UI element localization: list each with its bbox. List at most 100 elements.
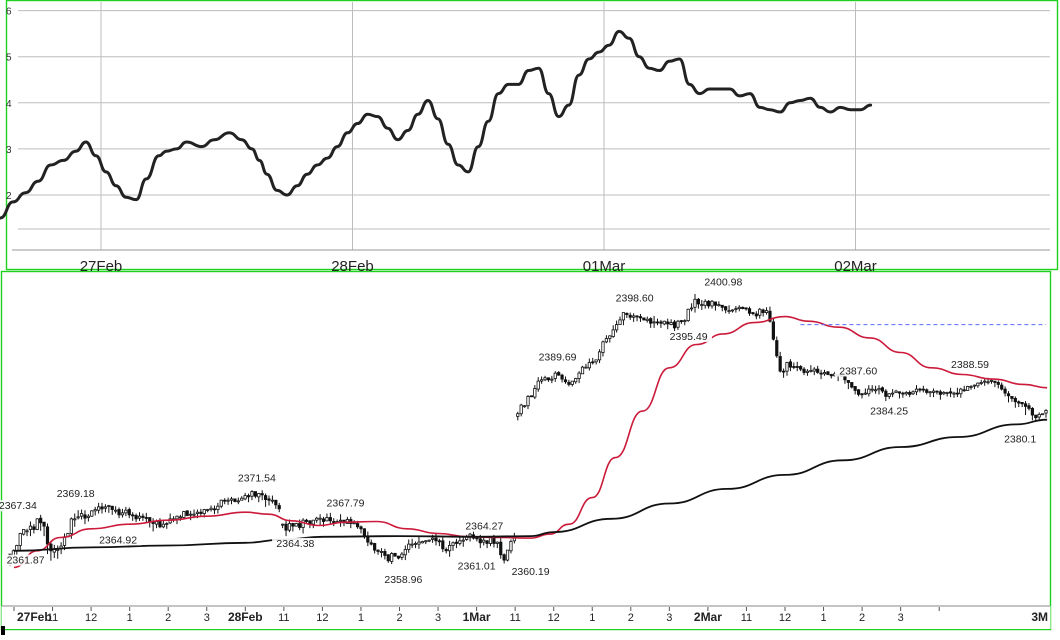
bottom-panel-border <box>0 270 1052 631</box>
candle-body <box>880 387 885 392</box>
candle-body <box>707 300 711 307</box>
candle-body <box>856 389 861 395</box>
candle-body <box>185 510 189 516</box>
bottom-x-tick-label: 1 <box>358 612 364 624</box>
candle-body <box>543 377 547 381</box>
candle-body <box>822 372 827 375</box>
candle-body <box>604 338 608 343</box>
price-label: 2369.18 <box>57 488 95 500</box>
candle-body <box>1013 398 1017 403</box>
candle-body <box>696 298 700 305</box>
candle-body <box>638 316 643 319</box>
candle-body <box>482 539 486 543</box>
candle-body <box>233 498 237 502</box>
price-label-bg <box>272 537 319 549</box>
candle-body <box>799 366 803 370</box>
candle-body <box>666 321 670 325</box>
bottom-x-tick-label: 1 <box>589 612 595 624</box>
candle-body <box>700 304 704 307</box>
candle-body <box>591 361 595 364</box>
candle-body <box>304 519 309 522</box>
candle-body <box>901 392 905 395</box>
candle-body <box>274 499 278 506</box>
candle-body <box>632 315 636 318</box>
candle-body <box>904 392 908 395</box>
candle-body <box>761 309 765 313</box>
candle-body <box>291 523 295 527</box>
candle-body <box>117 509 121 516</box>
candle-body <box>509 541 513 552</box>
candle-body <box>979 382 983 384</box>
candle-body <box>993 380 997 383</box>
candle-body <box>891 392 895 395</box>
candle-body <box>410 543 414 546</box>
candle-body <box>424 540 428 543</box>
candle-body <box>686 308 690 321</box>
top-y-tick-label: 6 <box>6 7 12 18</box>
candle-body <box>270 499 275 502</box>
candle-body <box>826 371 830 375</box>
candle-body <box>618 319 622 325</box>
candle-body <box>161 523 165 528</box>
price-label-bg <box>233 472 281 484</box>
candle-body <box>1010 396 1014 399</box>
candle-body <box>154 521 159 525</box>
candle-body <box>713 301 718 306</box>
candle-body <box>311 519 315 525</box>
candle-body <box>724 306 728 311</box>
candle-body <box>260 493 264 496</box>
candle-body <box>195 511 200 514</box>
candle-body <box>434 537 438 542</box>
price-label: 2364.27 <box>465 521 503 533</box>
candle-body <box>495 541 499 544</box>
candle-body <box>430 537 435 540</box>
candle-body <box>199 511 203 514</box>
candle-body <box>693 298 697 308</box>
candle-body <box>352 522 356 525</box>
candle-body <box>281 523 285 526</box>
candle-body <box>897 391 902 394</box>
price-label-bg <box>946 358 994 370</box>
candle-body <box>1030 407 1034 416</box>
candle-body <box>42 521 46 527</box>
candle-body <box>962 389 966 392</box>
candle-body <box>73 518 77 521</box>
candle-body <box>257 493 261 498</box>
candle-body <box>870 388 874 391</box>
price-label: 2389.69 <box>539 352 577 364</box>
bottom-x-tick-label: 3 <box>204 612 210 624</box>
bottom-x-tick-label: 1Mar <box>463 610 491 624</box>
price-label: 2395.49 <box>670 331 708 343</box>
candle-body <box>499 541 503 556</box>
candle-body <box>202 509 206 514</box>
candle-body <box>727 310 731 313</box>
candle-body <box>659 321 663 324</box>
candle-body <box>338 519 343 522</box>
candle-body <box>315 517 319 521</box>
candle-body <box>505 549 510 561</box>
candle-body <box>277 505 281 510</box>
candle-body <box>97 506 101 511</box>
candle-body <box>468 533 472 537</box>
candle-body <box>860 393 864 396</box>
candle-body <box>223 499 227 502</box>
candle-body <box>649 318 653 324</box>
bottom-x-tick-label: 11 <box>509 612 520 624</box>
candle-body <box>18 533 22 546</box>
candle-body <box>615 324 619 331</box>
candle-body <box>533 388 537 398</box>
candle-body <box>250 491 254 497</box>
candle-body <box>989 380 994 382</box>
candle-body <box>737 306 741 310</box>
candle-body <box>516 413 520 417</box>
price-label-bg <box>322 497 369 509</box>
bottom-x-tick-label: 2 <box>859 612 865 624</box>
price-label-bg <box>534 351 581 363</box>
top-panel: 2 3 4 5 6 27Feb 28Feb 01Mar 02Mar <box>0 2 1050 275</box>
top-y-tick-label: 3 <box>6 145 12 156</box>
candle-body <box>540 379 544 382</box>
candle-body <box>325 517 329 522</box>
candle-body <box>386 554 390 562</box>
candle-body <box>925 389 929 393</box>
